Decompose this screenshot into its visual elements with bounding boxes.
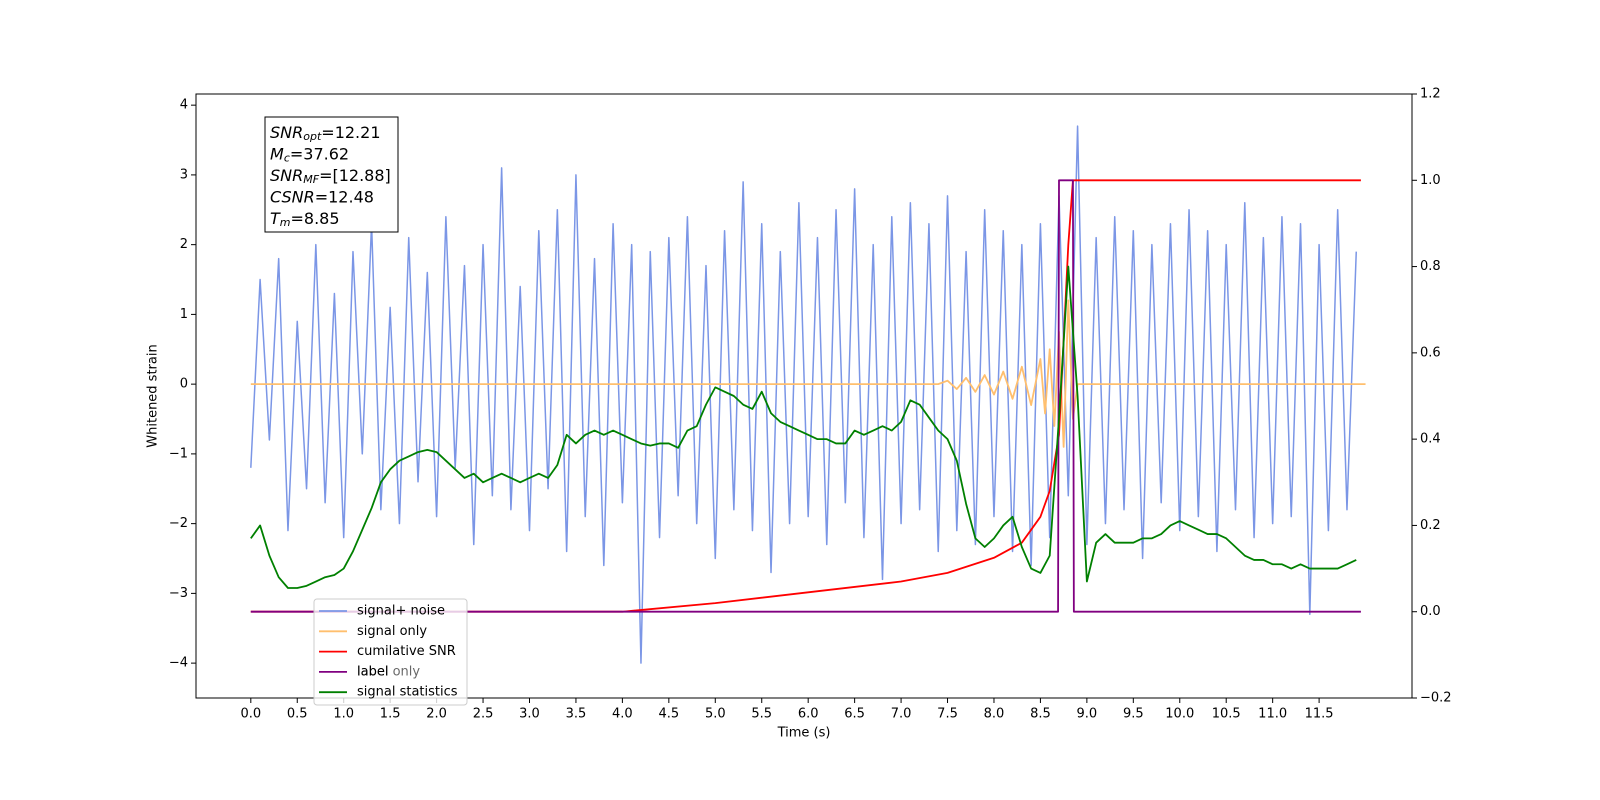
x-tick-label: 0.0 (240, 707, 261, 722)
info-symbol: SNR (270, 166, 303, 185)
y2-tick-label: 0.0 (1420, 604, 1441, 619)
info-subscript: MF (303, 173, 319, 186)
info-line: SNRopt=12.21 (270, 123, 381, 144)
legend-label: signal statistics (357, 685, 458, 700)
info-symbol: SNR (270, 123, 303, 142)
x-tick-label: 10.5 (1212, 707, 1241, 722)
info-value: =12.21 (321, 123, 380, 142)
info-value: =[12.88] (319, 166, 391, 185)
x-tick-label: 1.5 (380, 707, 401, 722)
y2-tick-label: 1.2 (1420, 87, 1441, 102)
legend-label: signal+ noise (357, 604, 445, 619)
y-tick-label: 1 (180, 307, 188, 322)
info-box-frame (264, 116, 399, 233)
info-line: SNRMF=[12.88] (270, 166, 391, 187)
y-tick-label: 2 (180, 237, 188, 252)
x-tick-label: 7.0 (891, 707, 912, 722)
info-value: =12.48 (315, 187, 374, 206)
y2-tick-label: −0.2 (1420, 691, 1452, 706)
legend: label only signal+ noise signal only cumila… (313, 598, 468, 706)
legend-label: label (357, 664, 388, 679)
x-tick-label: 9.5 (1123, 707, 1144, 722)
y-axis-label: Whitened strain (146, 344, 161, 447)
x-tick-label: 9.0 (1077, 707, 1098, 722)
series-line (250, 179, 1361, 613)
x-axis-label: Time (s) (777, 726, 831, 741)
y-tick-label: 0 (180, 377, 188, 392)
y2-tick-label: 0.2 (1420, 518, 1441, 533)
x-tick-label: 7.5 (937, 707, 958, 722)
x-tick-label: 0.5 (287, 707, 308, 722)
y-tick-label: 4 (180, 98, 188, 113)
plot-area (250, 125, 1366, 664)
info-value: =8.85 (291, 209, 340, 228)
x-tick-label: 6.0 (798, 707, 819, 722)
info-subscript: m (280, 216, 291, 229)
legend-label: cumilative SNR (357, 644, 456, 659)
x-tick-label: 5.5 (751, 707, 772, 722)
y-tick-label: 3 (180, 167, 188, 182)
info-line: Mc=37.62 (270, 144, 349, 165)
x-tick-label: 2.5 (473, 707, 494, 722)
info-line: Tm=8.85 (270, 209, 340, 230)
x-tick-label: 8.0 (984, 707, 1005, 722)
x-tick-label: 3.0 (519, 707, 540, 722)
x-tick-label: 10.0 (1165, 707, 1194, 722)
plot-frame (195, 93, 1413, 699)
x-tick-label: 3.5 (566, 707, 587, 722)
x-tick-label: 4.0 (612, 707, 633, 722)
x-tick-label: 8.5 (1030, 707, 1051, 722)
info-line: CSNR=12.48 (270, 187, 374, 206)
y-tick-label: −1 (169, 446, 188, 461)
info-subscript: c (284, 152, 290, 165)
x-tick-label: 2.0 (426, 707, 447, 722)
info-symbol: M (270, 144, 284, 163)
x-tick-label: 1.0 (333, 707, 354, 722)
info-symbol: CSNR (270, 187, 315, 206)
y2-tick-label: 1.0 (1420, 173, 1441, 188)
x-tick-label: 4.5 (658, 707, 679, 722)
info-subscript: opt (303, 130, 322, 143)
x-tick-label: 6.5 (844, 707, 865, 722)
x-tick-label: 5.0 (705, 707, 726, 722)
legend-frame (313, 598, 468, 706)
y2-tick-label: 0.8 (1420, 259, 1441, 274)
info-symbol: T (270, 209, 281, 228)
info-value: =37.62 (290, 144, 349, 163)
legend-ghost-label: label only (357, 665, 420, 680)
y2-tick-label: 0.4 (1420, 432, 1441, 447)
y-tick-label: −3 (169, 586, 188, 601)
series-line (250, 299, 1366, 448)
y-tick-label: −4 (169, 656, 188, 671)
series-line (250, 179, 1361, 613)
info-box: SNRopt=12.21Mc=37.62SNRMF=[12.88]CSNR=12… (264, 116, 399, 233)
y-tick-label: −2 (169, 516, 188, 531)
series-line (250, 265, 1357, 589)
legend-label: signal only (357, 624, 427, 639)
x-tick-label: 11.0 (1258, 707, 1287, 722)
x-tick-label: 11.5 (1305, 707, 1334, 722)
series-line (250, 125, 1358, 664)
y2-tick-label: 0.6 (1420, 345, 1441, 360)
